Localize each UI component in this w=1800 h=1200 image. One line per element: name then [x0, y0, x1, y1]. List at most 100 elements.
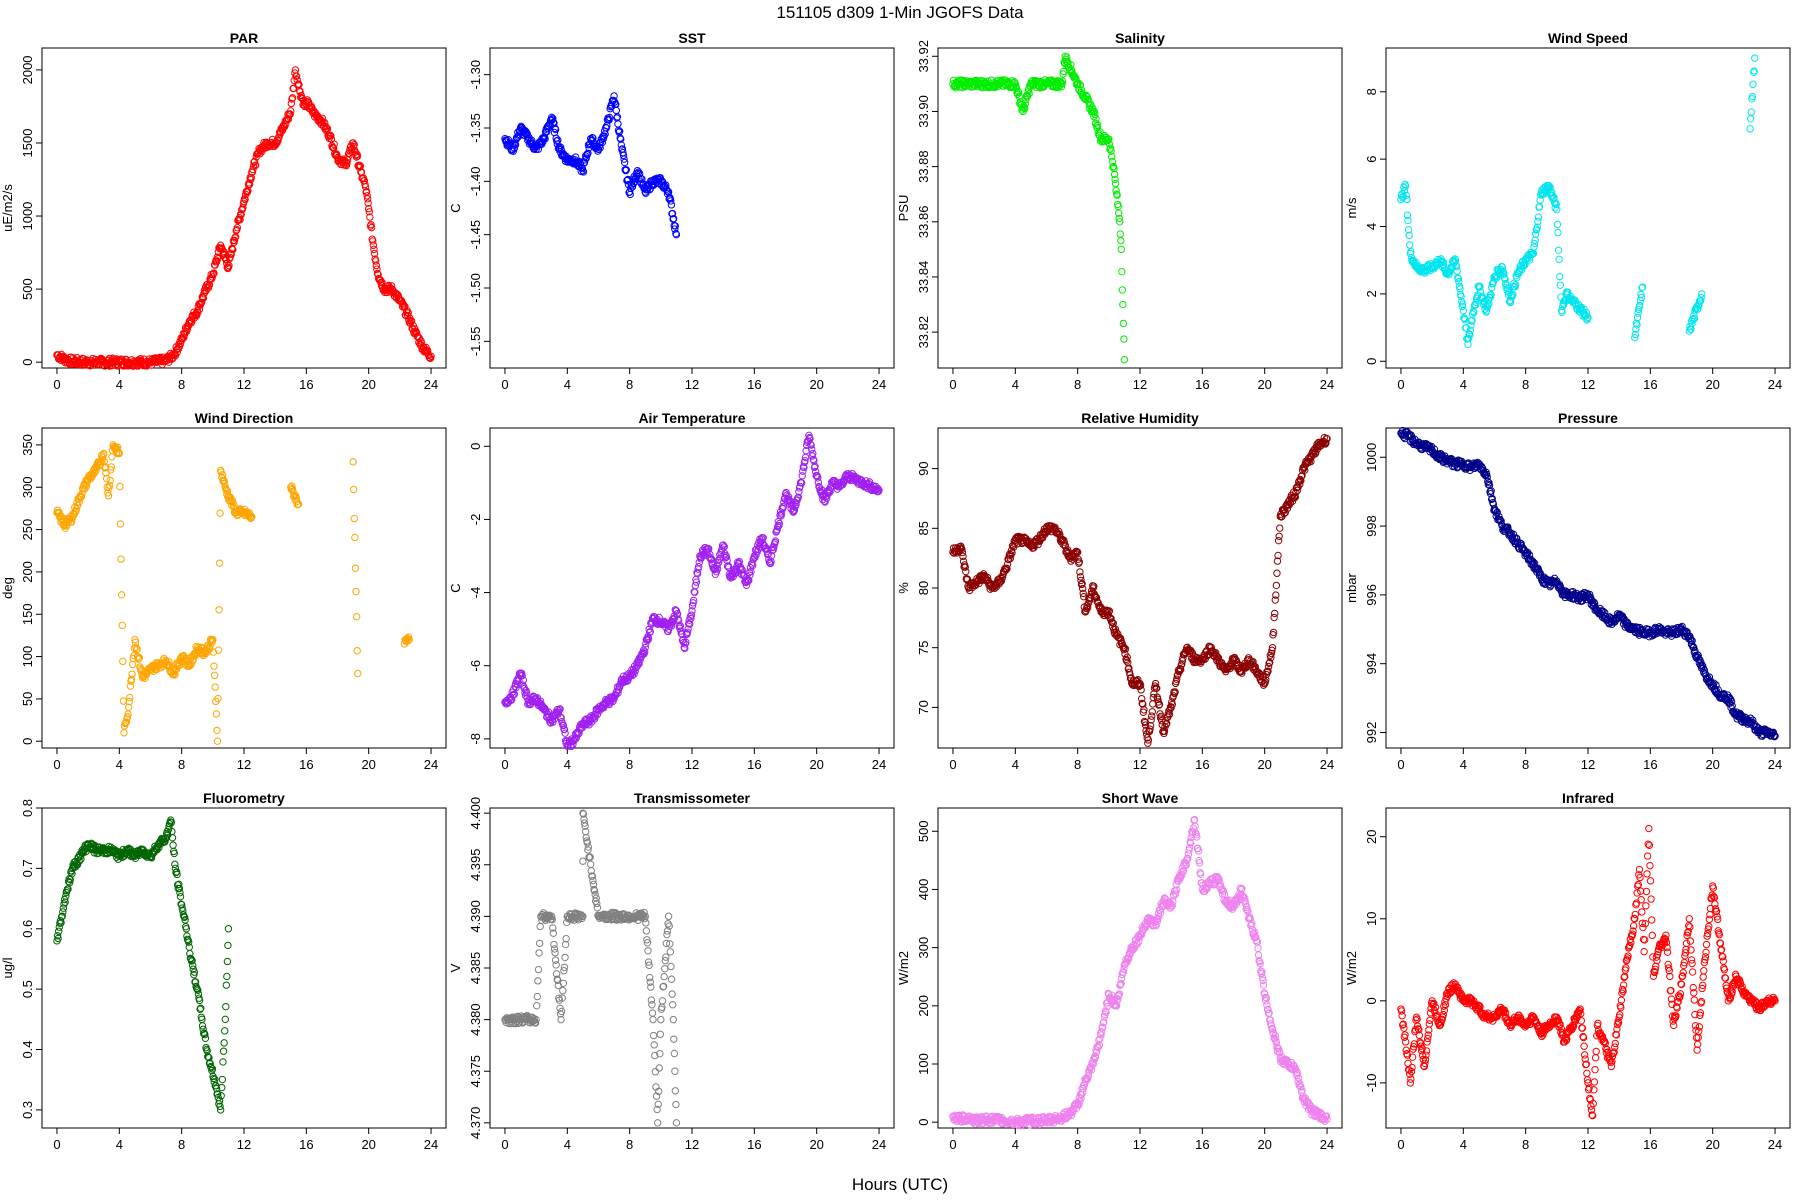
- data-point: [1750, 67, 1758, 75]
- panel-title: Transmissometer: [634, 790, 750, 806]
- data-point: [510, 690, 519, 698]
- data-point: [53, 932, 62, 940]
- data-point: [858, 476, 866, 485]
- data-point: [1275, 532, 1283, 540]
- plot-frame: [937, 807, 1343, 1129]
- data-point: [549, 924, 557, 932]
- y-tick-label: 0.3: [20, 1101, 35, 1119]
- data-point: [60, 895, 69, 904]
- data-point: [215, 1097, 224, 1105]
- data-point: [746, 563, 755, 572]
- data-point: [541, 135, 549, 143]
- data-point: [669, 214, 678, 223]
- data-point: [1113, 191, 1121, 199]
- data-point: [556, 705, 564, 713]
- data-point: [1067, 61, 1075, 69]
- plot-frame: [1385, 47, 1791, 369]
- data-point: [245, 180, 254, 189]
- data-point: [1103, 607, 1111, 615]
- data-point: [121, 719, 129, 728]
- data-point: [663, 927, 672, 935]
- data-point: [169, 841, 177, 849]
- data-point: [224, 941, 232, 950]
- data-point: [1487, 495, 1496, 504]
- series-points: [1397, 54, 1759, 349]
- x-tick-label: 16: [299, 377, 313, 392]
- data-point: [326, 131, 334, 139]
- data-point: [1274, 551, 1282, 560]
- data-point: [1270, 613, 1278, 622]
- data-point: [588, 872, 597, 880]
- data-point: [323, 125, 332, 133]
- data-point: [1090, 107, 1099, 116]
- data-point: [190, 968, 199, 976]
- x-tick-label: 0: [501, 757, 508, 772]
- data-point: [378, 278, 386, 286]
- x-tick-label: 8: [178, 377, 185, 392]
- data-point: [1307, 457, 1315, 466]
- data-point: [356, 162, 365, 170]
- data-point: [223, 972, 231, 981]
- data-point: [307, 104, 316, 112]
- data-point: [661, 964, 669, 973]
- data-point: [794, 493, 803, 501]
- y-axis-label: uE/m2/s: [0, 184, 15, 232]
- data-point: [116, 482, 124, 491]
- series-points: [501, 809, 681, 1127]
- y-tick-label: 90: [916, 461, 931, 475]
- y-tick-label: 0.4: [20, 1040, 35, 1058]
- panel-title: Salinity: [1115, 30, 1165, 46]
- data-point: [274, 137, 282, 145]
- data-point: [654, 1100, 662, 1109]
- data-point: [1264, 667, 1272, 675]
- x-tick-label: 0: [53, 377, 60, 392]
- data-point: [1102, 133, 1110, 141]
- data-point: [1058, 77, 1067, 85]
- data-point: [119, 657, 127, 666]
- y-tick-label: 1500: [20, 129, 35, 158]
- data-point: [180, 912, 188, 921]
- data-point: [407, 317, 416, 325]
- data-point: [1518, 265, 1526, 274]
- data-point: [775, 519, 784, 528]
- data-point: [1078, 580, 1086, 588]
- figure-title: 151105 d309 1-Min JGOFS Data: [776, 3, 1024, 22]
- data-point: [650, 1041, 658, 1049]
- data-point: [53, 506, 62, 514]
- data-point: [1751, 54, 1759, 62]
- x-tick-label: 4: [116, 377, 123, 392]
- data-point: [1486, 489, 1495, 498]
- y-tick-label: 500: [20, 278, 35, 300]
- data-point: [1749, 80, 1757, 89]
- data-point: [1769, 728, 1778, 737]
- y-tick-label: 300: [20, 476, 35, 498]
- data-point: [1725, 693, 1734, 702]
- data-point: [1407, 247, 1415, 256]
- data-point: [1484, 301, 1492, 309]
- x-tick-label: 24: [424, 377, 438, 392]
- data-point: [593, 904, 602, 912]
- data-point: [1268, 646, 1276, 655]
- data-point: [230, 501, 238, 510]
- data-point: [1487, 290, 1495, 299]
- data-point: [581, 822, 589, 830]
- data-point: [1530, 243, 1538, 251]
- data-point: [116, 520, 125, 528]
- data-point: [330, 140, 338, 148]
- data-point: [654, 1119, 662, 1127]
- data-point: [221, 1027, 229, 1035]
- data-point: [1112, 187, 1120, 195]
- data-point: [1072, 75, 1080, 83]
- data-point: [1116, 218, 1124, 226]
- data-point: [534, 965, 543, 974]
- data-point: [1004, 555, 1013, 564]
- data-point: [128, 660, 137, 669]
- data-point: [177, 900, 185, 908]
- data-point: [127, 675, 136, 684]
- y-tick-label: 33.86: [916, 206, 931, 239]
- data-point: [350, 514, 358, 523]
- data-point: [1092, 593, 1101, 602]
- data-point: [1093, 121, 1102, 129]
- plot-frame: [489, 47, 895, 369]
